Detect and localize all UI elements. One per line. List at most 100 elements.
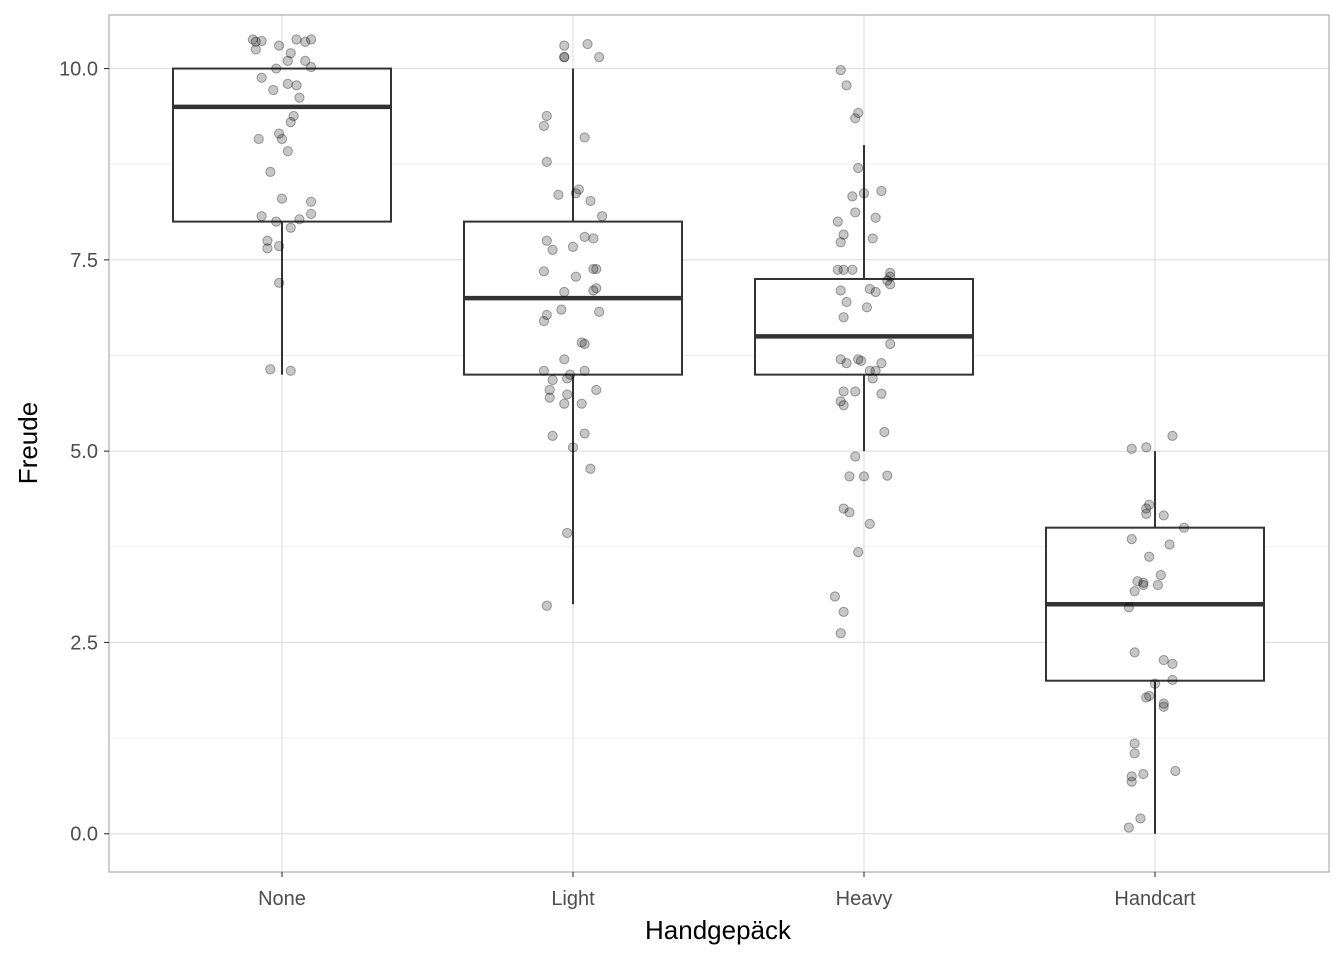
data-point	[847, 264, 858, 275]
data-point	[247, 34, 258, 45]
data-point	[288, 110, 299, 122]
data-point	[570, 271, 582, 282]
data-point	[547, 374, 558, 386]
box-heavy	[754, 145, 974, 452]
data-point	[250, 36, 261, 47]
data-point	[273, 277, 285, 288]
data-point	[285, 222, 296, 233]
data-point	[847, 191, 858, 202]
data-point	[282, 55, 293, 67]
data-point	[864, 365, 875, 376]
data-point	[294, 214, 305, 225]
data-point	[562, 373, 573, 384]
data-point	[541, 110, 552, 122]
data-point	[562, 527, 573, 539]
data-point	[547, 244, 558, 256]
data-point	[273, 40, 285, 51]
data-point	[541, 156, 552, 168]
data-point	[838, 312, 849, 323]
data-point	[538, 315, 550, 327]
box-light	[463, 68, 683, 605]
data-point	[541, 309, 552, 321]
data-point	[1129, 748, 1140, 759]
data-point	[1158, 654, 1169, 666]
data-point	[564, 369, 576, 380]
data-point	[1158, 698, 1169, 709]
data-point	[576, 337, 587, 348]
data-point	[870, 286, 881, 298]
data-point	[1141, 692, 1152, 703]
data-point	[1167, 674, 1178, 686]
data-point	[838, 386, 849, 397]
data-point	[835, 237, 846, 248]
data-point	[882, 275, 893, 286]
data-point	[1141, 503, 1152, 514]
data-point	[882, 470, 893, 481]
data-point	[1144, 551, 1155, 562]
y-tick-label: 2.5	[70, 632, 98, 654]
data-point	[544, 384, 555, 396]
data-point	[1135, 813, 1146, 824]
data-point	[538, 365, 550, 376]
data-point	[594, 51, 605, 63]
data-point	[867, 373, 878, 384]
data-point	[853, 162, 864, 174]
data-point	[885, 279, 896, 290]
data-point	[559, 40, 570, 51]
data-point	[1126, 443, 1137, 454]
data-point	[276, 133, 288, 145]
data-point	[294, 92, 305, 103]
data-point	[265, 166, 276, 177]
data-point	[1138, 768, 1149, 780]
data-point	[1158, 701, 1169, 712]
data-point	[1129, 738, 1140, 749]
data-point	[1123, 822, 1134, 833]
box-iqr	[172, 67, 392, 223]
data-point	[559, 51, 570, 63]
data-point	[276, 193, 288, 204]
data-point	[285, 117, 296, 128]
data-point	[253, 133, 264, 145]
data-point	[1170, 765, 1181, 777]
data-point	[579, 428, 590, 439]
data-point	[835, 354, 846, 365]
data-point	[567, 442, 579, 453]
data-point	[876, 185, 887, 197]
data-point	[870, 212, 881, 223]
jitter-points	[247, 34, 1190, 833]
data-point	[588, 285, 599, 296]
data-point	[850, 113, 861, 124]
data-point	[538, 266, 550, 277]
data-point	[835, 64, 846, 76]
data-point	[855, 355, 867, 366]
data-point	[271, 63, 282, 74]
data-point	[1158, 510, 1169, 521]
data-point	[1179, 522, 1190, 533]
data-point	[835, 396, 846, 407]
data-point	[1144, 499, 1155, 510]
data-point	[829, 591, 841, 602]
data-point	[1155, 570, 1166, 581]
data-point	[573, 184, 584, 195]
data-point	[1126, 771, 1137, 782]
box-none	[172, 67, 392, 375]
data-point	[1123, 602, 1134, 613]
data-point	[844, 471, 855, 482]
x-axis-title: Handgepäck	[645, 915, 792, 945]
x-tick-label: Handcart	[1114, 888, 1196, 910]
data-point	[835, 628, 846, 639]
data-point	[1129, 647, 1140, 658]
data-point	[585, 195, 596, 207]
data-point	[885, 271, 896, 282]
data-point	[538, 120, 550, 132]
data-point	[835, 285, 846, 296]
data-point	[879, 426, 890, 438]
box-iqr	[754, 277, 974, 376]
data-point	[541, 600, 552, 611]
data-point	[853, 107, 864, 119]
data-point	[853, 547, 864, 558]
data-point	[579, 231, 590, 243]
data-point	[579, 365, 590, 376]
data-point	[588, 233, 599, 244]
